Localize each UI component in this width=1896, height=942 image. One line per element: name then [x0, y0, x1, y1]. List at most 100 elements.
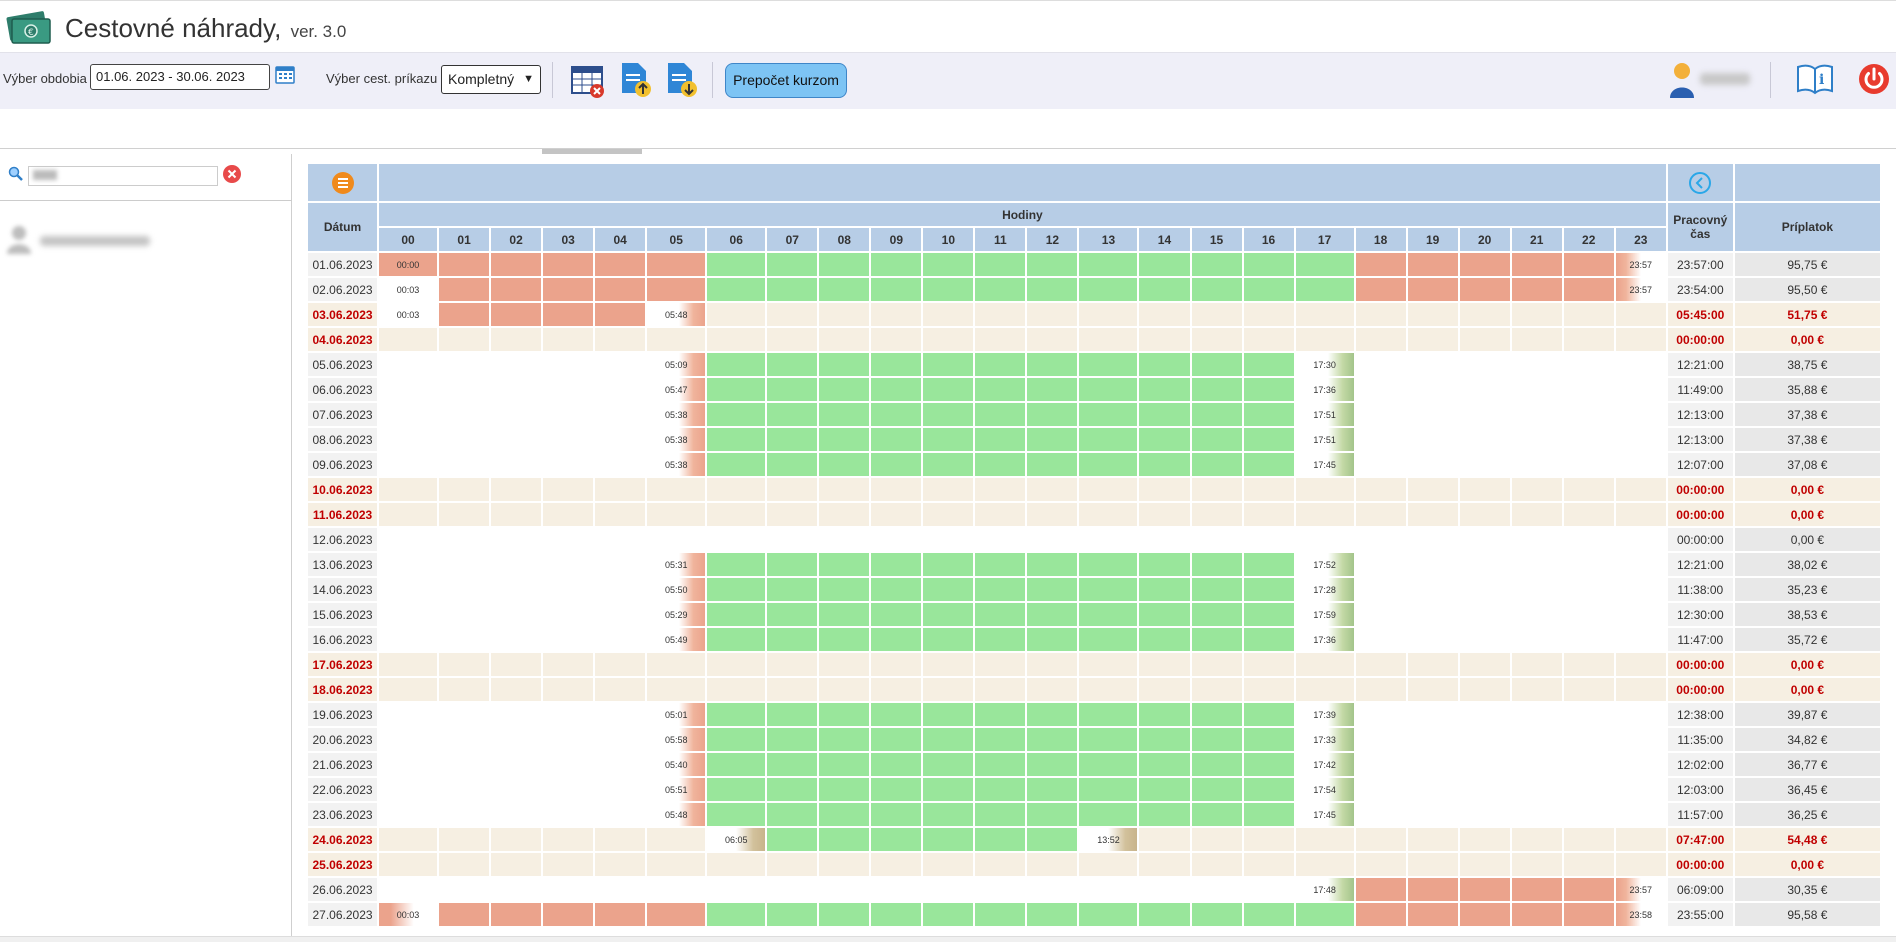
- hour-cell[interactable]: [1511, 478, 1562, 501]
- hour-cell[interactable]: [1355, 453, 1406, 476]
- hour-cell[interactable]: [975, 728, 1026, 751]
- hour-cell[interactable]: [1191, 478, 1242, 501]
- hour-cell[interactable]: [767, 578, 818, 601]
- hour-cell[interactable]: [707, 278, 766, 301]
- hour-cell[interactable]: [1459, 403, 1510, 426]
- hour-cell[interactable]: [707, 503, 766, 526]
- hour-cell[interactable]: [1191, 403, 1242, 426]
- table-row[interactable]: 14.06.2023 05:50 17:28 11:38:00 35,23 €: [308, 578, 1880, 601]
- table-row[interactable]: 25.06.2023 00:00:00 0,00 €: [308, 853, 1880, 876]
- hour-cell[interactable]: 17:45: [1295, 453, 1354, 476]
- hour-cell[interactable]: [543, 728, 594, 751]
- table-row[interactable]: 09.06.2023 05:38 17:45 12:07:00 37,08 €: [308, 453, 1880, 476]
- hour-cell[interactable]: [1027, 603, 1078, 626]
- hour-cell[interactable]: [1407, 878, 1458, 901]
- hour-cell[interactable]: [767, 428, 818, 451]
- hour-cell[interactable]: [1355, 403, 1406, 426]
- hour-cell[interactable]: [1295, 828, 1354, 851]
- hour-cell[interactable]: [1407, 453, 1458, 476]
- hour-cell[interactable]: [543, 628, 594, 651]
- hour-cell[interactable]: [1243, 578, 1294, 601]
- hour-cell[interactable]: [707, 903, 766, 926]
- hour-cell[interactable]: [1563, 753, 1614, 776]
- hour-cell[interactable]: 05:47: [647, 378, 706, 401]
- hour-cell[interactable]: [1459, 378, 1510, 401]
- hour-cell[interactable]: [1459, 878, 1510, 901]
- hour-cell[interactable]: [1079, 703, 1138, 726]
- hour-cell[interactable]: [767, 778, 818, 801]
- hour-cell[interactable]: [871, 578, 922, 601]
- hour-cell[interactable]: [491, 903, 542, 926]
- hour-cell[interactable]: [1563, 503, 1614, 526]
- hour-cell[interactable]: [1191, 628, 1242, 651]
- hour-cell[interactable]: [1191, 878, 1242, 901]
- hour-cell[interactable]: [1027, 253, 1078, 276]
- hour-cell[interactable]: [975, 903, 1026, 926]
- hour-cell[interactable]: 00:03: [379, 903, 438, 926]
- period-input[interactable]: 01.06. 2023 - 30.06. 2023: [90, 64, 270, 90]
- hour-cell[interactable]: [1459, 553, 1510, 576]
- hour-cell[interactable]: [1615, 303, 1666, 326]
- hour-cell[interactable]: [1459, 853, 1510, 876]
- hour-cell[interactable]: [1511, 753, 1562, 776]
- hour-cell[interactable]: [819, 353, 870, 376]
- hour-cell[interactable]: 17:48: [1295, 878, 1354, 901]
- hour-cell[interactable]: [1139, 253, 1190, 276]
- hour-cell[interactable]: [819, 678, 870, 701]
- hour-cell[interactable]: [1355, 828, 1406, 851]
- hour-cell[interactable]: [767, 378, 818, 401]
- hour-cell[interactable]: [1563, 603, 1614, 626]
- hour-cell[interactable]: [439, 478, 490, 501]
- hour-cell[interactable]: [439, 428, 490, 451]
- hour-cell[interactable]: [1615, 503, 1666, 526]
- hour-cell[interactable]: [1191, 603, 1242, 626]
- hour-cell[interactable]: [1079, 653, 1138, 676]
- hour-cell[interactable]: [1139, 853, 1190, 876]
- hour-cell[interactable]: [1511, 703, 1562, 726]
- hour-cell[interactable]: [1615, 353, 1666, 376]
- hour-cell[interactable]: [1027, 503, 1078, 526]
- hour-cell[interactable]: [871, 703, 922, 726]
- hour-cell[interactable]: [543, 353, 594, 376]
- hour-cell[interactable]: [923, 728, 974, 751]
- hour-cell[interactable]: [595, 278, 646, 301]
- hour-cell[interactable]: [543, 753, 594, 776]
- hour-cell[interactable]: [1355, 728, 1406, 751]
- hour-cell[interactable]: 17:42: [1295, 753, 1354, 776]
- hour-cell[interactable]: [1027, 653, 1078, 676]
- hour-cell[interactable]: [595, 403, 646, 426]
- hour-cell[interactable]: [975, 603, 1026, 626]
- hour-cell[interactable]: [1407, 803, 1458, 826]
- hour-cell[interactable]: [1511, 603, 1562, 626]
- hour-cell[interactable]: [1459, 478, 1510, 501]
- hour-cell[interactable]: [439, 803, 490, 826]
- hour-cell[interactable]: [595, 703, 646, 726]
- hour-cell[interactable]: [1191, 353, 1242, 376]
- hour-cell[interactable]: [379, 503, 438, 526]
- hour-cell[interactable]: [1459, 803, 1510, 826]
- hour-cell[interactable]: 05:58: [647, 728, 706, 751]
- hour-cell[interactable]: [1459, 603, 1510, 626]
- hour-cell[interactable]: [543, 578, 594, 601]
- hour-cell[interactable]: [975, 628, 1026, 651]
- hour-cell[interactable]: 05:01: [647, 703, 706, 726]
- hour-cell[interactable]: [1295, 853, 1354, 876]
- hour-cell[interactable]: [1563, 528, 1614, 551]
- hour-cell[interactable]: [707, 728, 766, 751]
- hour-cell[interactable]: [1079, 303, 1138, 326]
- hour-cell[interactable]: [1407, 603, 1458, 626]
- hour-cell[interactable]: [1139, 478, 1190, 501]
- hour-cell[interactable]: 05:29: [647, 603, 706, 626]
- hour-cell[interactable]: [491, 328, 542, 351]
- hour-cell[interactable]: [1355, 878, 1406, 901]
- hour-cell[interactable]: [1191, 303, 1242, 326]
- hour-cell[interactable]: [543, 453, 594, 476]
- hour-cell[interactable]: [1295, 253, 1354, 276]
- hour-cell[interactable]: [1191, 778, 1242, 801]
- hour-cell[interactable]: [595, 253, 646, 276]
- horizontal-scrollbar[interactable]: [0, 936, 1896, 942]
- hour-cell[interactable]: [1563, 253, 1614, 276]
- hour-cell[interactable]: [819, 528, 870, 551]
- hour-cell[interactable]: [767, 503, 818, 526]
- hour-cell[interactable]: [975, 803, 1026, 826]
